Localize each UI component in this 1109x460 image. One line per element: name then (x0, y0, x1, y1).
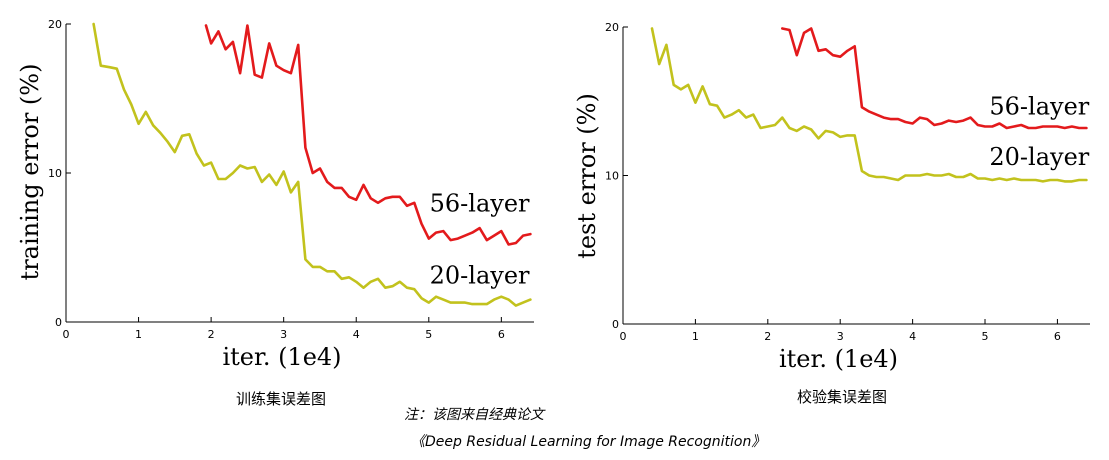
series-line-20-layer (92, 22, 532, 307)
x-tick-label: 6 (498, 328, 505, 341)
training-chart-caption: 训练集误差图 (236, 390, 327, 408)
source-note: 注：该图来自经典论文 (404, 407, 544, 423)
x-tick-label: 1 (135, 328, 142, 341)
x-tick-label: 5 (982, 330, 989, 343)
series-line-56-layer (781, 27, 1088, 130)
x-tick-label: 3 (837, 330, 844, 343)
series-label-56-layer: 56-layer (430, 190, 530, 218)
y-tick-label: 10 (48, 167, 62, 180)
x-axis-label: iter. (1e4) (779, 345, 898, 373)
series-line-20-layer (650, 27, 1088, 183)
x-tick-label: 6 (1054, 330, 1061, 343)
x-tick-label: 0 (63, 328, 70, 341)
y-tick-label: 0 (55, 316, 62, 329)
y-tick-label: 20 (605, 21, 619, 34)
x-tick-label: 1 (692, 330, 699, 343)
series-label-20-layer: 20-layer (430, 261, 530, 289)
x-axis-label: iter. (1e4) (222, 343, 341, 371)
series-label-20-layer: 20-layer (989, 143, 1089, 171)
x-tick-label: 5 (425, 328, 432, 341)
x-tick-label: 0 (620, 330, 627, 343)
y-tick-label: 10 (605, 170, 619, 183)
x-tick-label: 4 (353, 328, 360, 341)
training-error-chart: 0 1 2 3 4 5 6 0 10 20 56-layer 20-layer iter. (1e4) t… (16, 18, 534, 371)
test-error-chart: 0 1 2 3 4 5 6 0 10 20 56-layer 20-layer iter. (1e4) t… (573, 21, 1090, 373)
y-axis-label: test error (%) (573, 93, 601, 259)
y-tick-label: 0 (612, 318, 619, 331)
x-tick-label: 2 (764, 330, 771, 343)
paper-title: 《Deep Residual Learning for Image Recogn… (411, 434, 766, 450)
y-axis-label: training error (%) (16, 64, 44, 281)
x-tick-label: 2 (208, 328, 215, 341)
x-tick-label: 4 (909, 330, 916, 343)
test-chart-caption: 校验集误差图 (797, 388, 888, 406)
series-label-56-layer: 56-layer (989, 93, 1089, 121)
series-line-56-layer (204, 24, 532, 246)
y-tick-label: 20 (48, 18, 62, 31)
x-tick-label: 3 (280, 328, 287, 341)
